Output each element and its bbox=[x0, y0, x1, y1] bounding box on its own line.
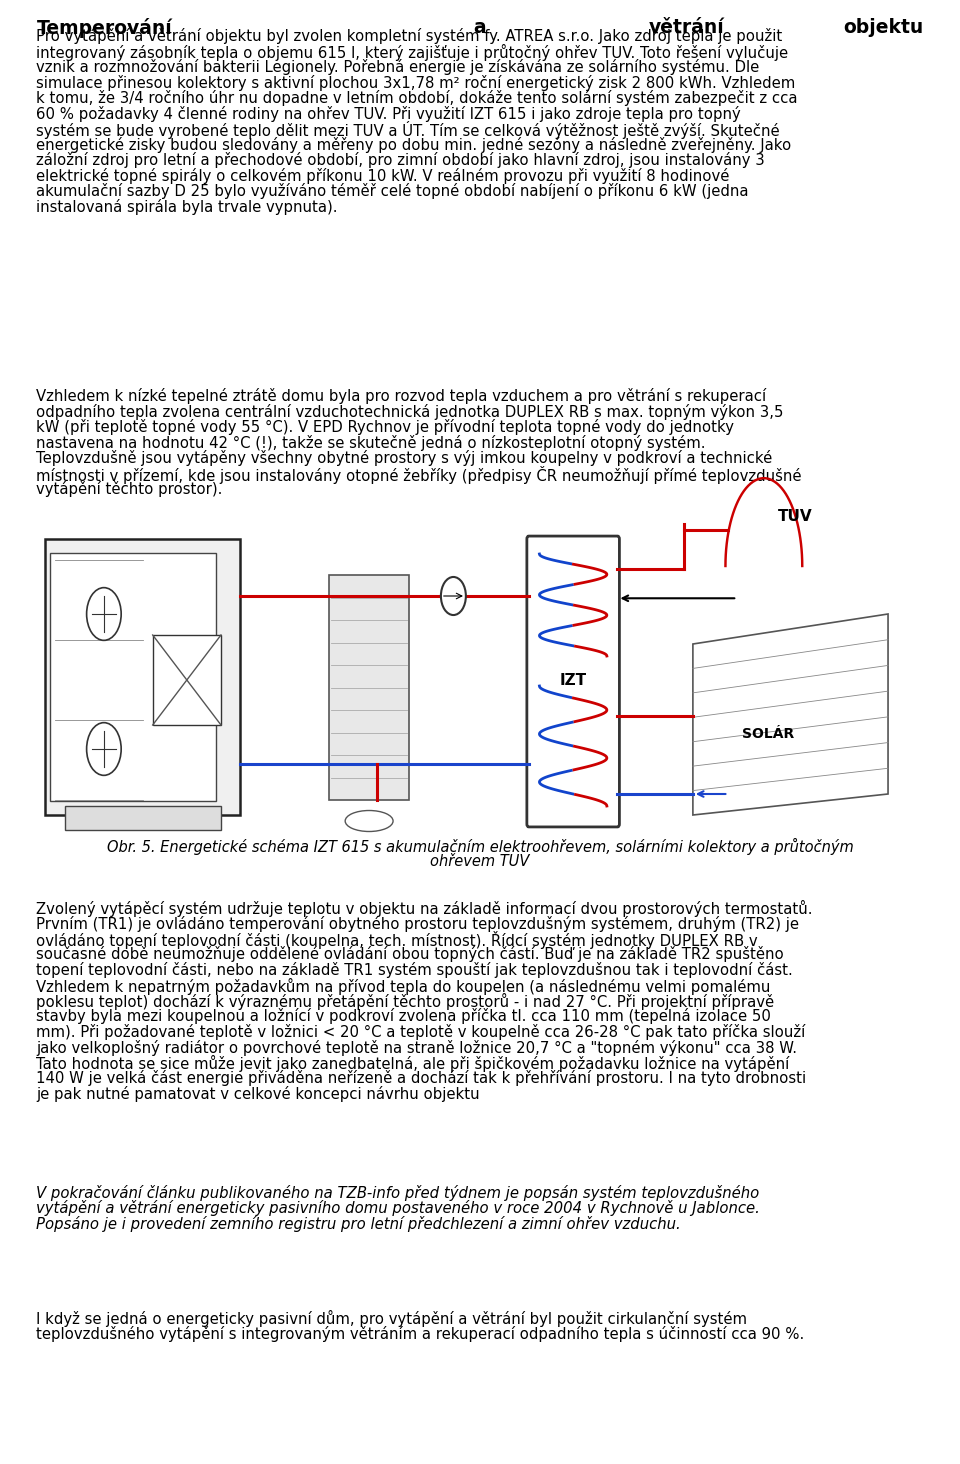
Text: místnosti v přízemí, kde jsou instalovány otopné žebříky (předpisy ČR neumožňují: místnosti v přízemí, kde jsou instalován… bbox=[36, 466, 802, 483]
Circle shape bbox=[441, 577, 466, 615]
Text: Obr. 5. Energetické schéma IZT 615 s akumulačním elektroohřevem, solárními kolek: Obr. 5. Energetické schéma IZT 615 s aku… bbox=[107, 837, 853, 855]
Text: odpadního tepla zvolena centrální vzduchotechnická jednotka DUPLEX RB s max. top: odpadního tepla zvolena centrální vzduch… bbox=[36, 404, 784, 420]
Text: Vzhledem k nízké tepelné ztrátě domu byla pro rozvod tepla vzduchem a pro větrán: Vzhledem k nízké tepelné ztrátě domu byl… bbox=[36, 388, 767, 404]
Text: vytápění a větrání energeticky pasivního domu postaveného v roce 2004 v Rychnově: vytápění a větrání energeticky pasivního… bbox=[36, 1200, 760, 1217]
Text: elektrické topné spirály o celkovém příkonu 10 kW. V reálném provozu při využití: elektrické topné spirály o celkovém přík… bbox=[36, 167, 730, 183]
Text: integrovaný zásobník tepla o objemu 615 l, který zajišťuje i průtočný ohřev TUV.: integrovaný zásobník tepla o objemu 615 … bbox=[36, 44, 788, 60]
Text: je pak nutné pamatovat v celkové koncepci návrhu objektu: je pak nutné pamatovat v celkové koncepc… bbox=[36, 1086, 480, 1102]
Text: ohřevem TUV: ohřevem TUV bbox=[430, 854, 530, 870]
Text: stavby byla mezi koupelnou a ložnící v podkroví zvolena příčka tl. cca 110 mm (t: stavby byla mezi koupelnou a ložnící v p… bbox=[36, 1009, 771, 1025]
Text: I když se jedná o energeticky pasivní dům, pro vytápění a větrání byl použit cir: I když se jedná o energeticky pasivní dů… bbox=[36, 1310, 748, 1326]
Text: větrání: větrání bbox=[649, 18, 724, 37]
Text: SOLÁR: SOLÁR bbox=[742, 728, 794, 741]
Text: a: a bbox=[473, 18, 487, 37]
FancyBboxPatch shape bbox=[65, 807, 221, 830]
Text: záložní zdroj pro letní a přechodové období, pro zimní období jako hlavní zdroj,: záložní zdroj pro letní a přechodové obd… bbox=[36, 152, 765, 168]
Text: TUV: TUV bbox=[778, 509, 812, 524]
Text: Teplovzdušně jsou vytápěny všechny obytné prostory s výj imkou koupelny v podkro: Teplovzdušně jsou vytápěny všechny obytn… bbox=[36, 449, 773, 466]
Text: teplovzdušného vytápění s integrovaným větráním a rekuperací odpadního tepla s ú: teplovzdušného vytápění s integrovaným v… bbox=[36, 1325, 804, 1341]
Text: jako velkoplošný radiátor o povrchové teplotě na straně ložnice 20,7 °C a "topné: jako velkoplošný radiátor o povrchové te… bbox=[36, 1039, 798, 1056]
Text: systém se bude vyrobené teplo dělit mezi TUV a ÚT. Tím se celková výtěžnost ješt: systém se bude vyrobené teplo dělit mezi… bbox=[36, 122, 780, 139]
Text: ovládáno topení teplovodní části (koupelna, tech. místnost). Řídcí systém jednot: ovládáno topení teplovodní části (koupel… bbox=[36, 931, 758, 949]
Text: Tato hodnota se sice může jevit jako zanedbatelná, ale při špičkovém požadavku l: Tato hodnota se sice může jevit jako zan… bbox=[36, 1056, 790, 1072]
Text: 60 % požadavky 4 členné rodiny na ohřev TUV. Při využití IZT 615 i jako zdroje t: 60 % požadavky 4 členné rodiny na ohřev … bbox=[36, 105, 741, 122]
Text: poklesu teplot) dochází k výraznému přetápění těchto prostorů - i nad 27 °C. Při: poklesu teplot) dochází k výraznému přet… bbox=[36, 993, 775, 1010]
Text: vznik a rozmnožování bakterii Legionely. Pořebná energie je získávána ze solární: vznik a rozmnožování bakterii Legionely.… bbox=[36, 59, 759, 75]
Text: simulace přinesou kolektory s aktivní plochou 3x1,78 m² roční energetický zisk 2: simulace přinesou kolektory s aktivní pl… bbox=[36, 75, 796, 91]
Text: Pro vytápění a větrání objektu byl zvolen kompletní systém fy. ATREA s.r.o. Jako: Pro vytápění a větrání objektu byl zvole… bbox=[36, 28, 782, 44]
Text: Vzhledem k nepatrným požadavkům na přívod tepla do koupelen (a následnému velmi : Vzhledem k nepatrným požadavkům na přívo… bbox=[36, 978, 771, 994]
Text: objektu: objektu bbox=[843, 18, 924, 37]
Text: nastavena na hodnotu 42 °C (!), takže se skutečně jedná o nízkosteplotní otopný : nastavena na hodnotu 42 °C (!), takže se… bbox=[36, 435, 706, 451]
Text: kW (při teplotě topné vody 55 °C). V EPD Rychnov je přívodní teplota topné vody : kW (při teplotě topné vody 55 °C). V EPD… bbox=[36, 419, 734, 435]
Ellipse shape bbox=[346, 811, 393, 832]
FancyBboxPatch shape bbox=[45, 539, 241, 815]
Text: Temperování: Temperování bbox=[36, 18, 172, 38]
Text: instalovaná spirála byla trvale vypnuta).: instalovaná spirála byla trvale vypnuta)… bbox=[36, 199, 338, 215]
Text: V pokračování článku publikovaného na TZB-info před týdnem je popsán systém tepl: V pokračování článku publikovaného na TZ… bbox=[36, 1184, 759, 1200]
Text: akumulační sazby D 25 bylo využíváno téměř celé topné období nabíjení o příkonu : akumulační sazby D 25 bylo využíváno tém… bbox=[36, 183, 749, 199]
Text: 140 W je velká část energie přiváděna neřízeně a dochází tak k přehřívání prosto: 140 W je velká část energie přiváděna ne… bbox=[36, 1070, 806, 1086]
FancyBboxPatch shape bbox=[50, 553, 216, 801]
Text: mm). Při požadované teplotě v ložnici < 20 °C a teplotě v koupelně cca 26-28 °C : mm). Při požadované teplotě v ložnici < … bbox=[36, 1023, 805, 1039]
Text: Prvním (TR1) je ovládáno temperování obytného prostoru teplovzdušným systémem, d: Prvním (TR1) je ovládáno temperování oby… bbox=[36, 915, 800, 931]
Text: vytápění těchto prostor).: vytápění těchto prostor). bbox=[36, 482, 223, 496]
Bar bbox=[36, 530, 924, 830]
Text: Zvolený vytápěcí systém udržuje teplotu v objektu na základě informací dvou pros: Zvolený vytápěcí systém udržuje teplotu … bbox=[36, 900, 813, 916]
Text: energetické zisky budou sledovány a měřeny po dobu min. jedné sezóny a následně : energetické zisky budou sledovány a měře… bbox=[36, 136, 792, 152]
Text: k tomu, že 3/4 ročního úhr nu dopadne v letním období, dokáže tento solární syst: k tomu, že 3/4 ročního úhr nu dopadne v … bbox=[36, 89, 798, 105]
FancyBboxPatch shape bbox=[527, 536, 619, 827]
Text: Popsáno je i provedení zemního registru pro letní předchlezení a zimní ohřev vzd: Popsáno je i provedení zemního registru … bbox=[36, 1217, 682, 1233]
Text: topení teplovodní části, nebo na základě TR1 systém spouští jak teplovzdušnou ta: topení teplovodní části, nebo na základě… bbox=[36, 962, 793, 978]
Text: IZT: IZT bbox=[560, 672, 587, 688]
Text: současné době neumožňuje oddělené ovládání obou topných částí. Buď je na základě: současné době neumožňuje oddělené ovládá… bbox=[36, 947, 784, 962]
FancyBboxPatch shape bbox=[153, 635, 221, 725]
FancyBboxPatch shape bbox=[329, 575, 409, 799]
